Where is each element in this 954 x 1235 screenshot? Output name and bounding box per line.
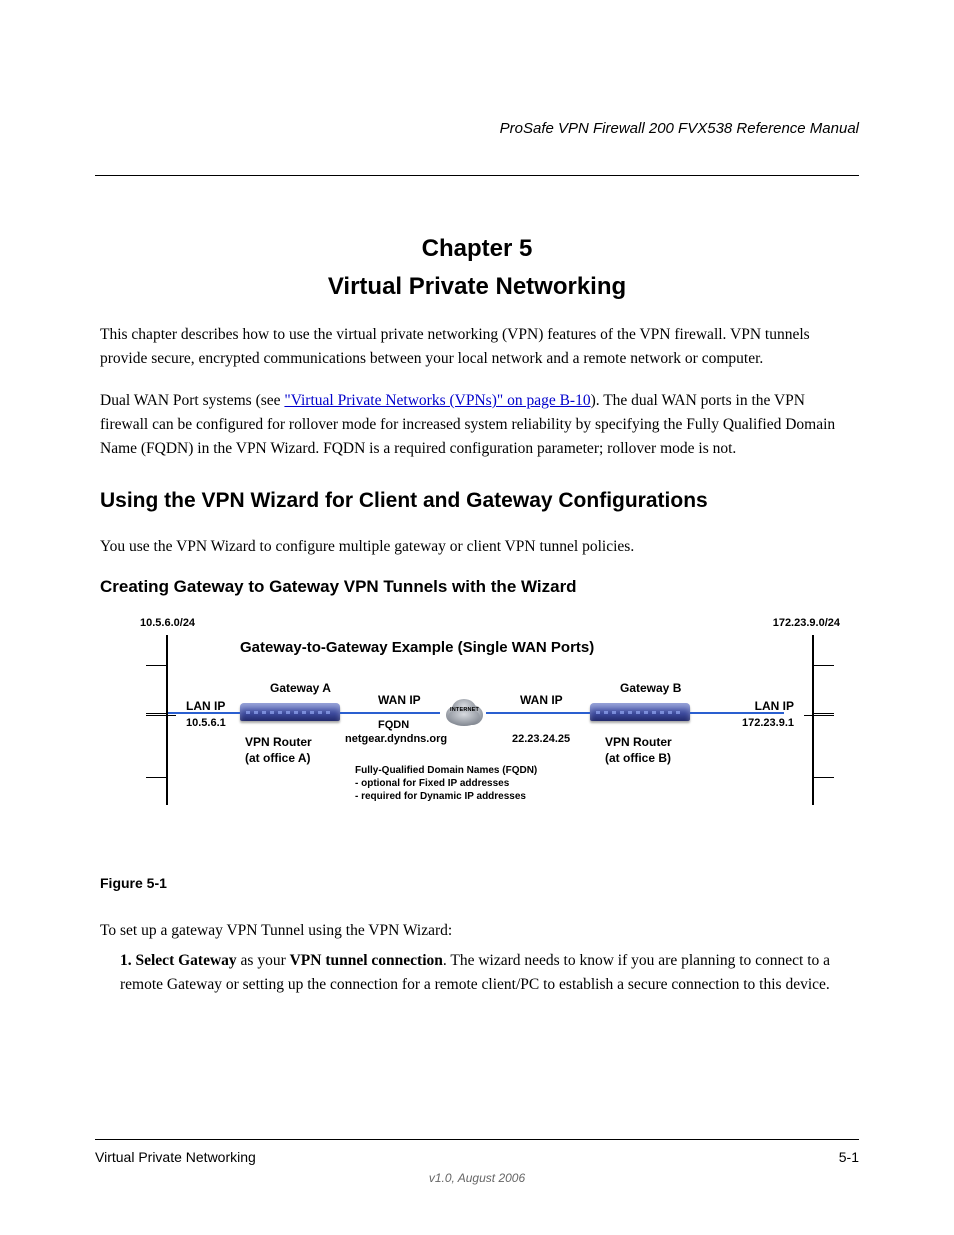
chapter-number: Chapter 5 [100, 235, 854, 263]
figure-caption: Figure 5-1 [100, 875, 854, 891]
router-b-caption-2: (at office B) [605, 751, 671, 765]
chapter-title: Virtual Private Networking [100, 273, 854, 301]
right-lan-ip-label: LAN IP [755, 699, 794, 713]
fqdn-note-3: - required for Dynamic IP addresses [355, 791, 526, 802]
step-1-a: 1. Select [120, 952, 178, 969]
router-a-caption-1: VPN Router [245, 735, 312, 749]
fqdn-note-1: Fully-Qualified Domain Names (FQDN) [355, 765, 537, 776]
gateway-b-label: Gateway B [620, 681, 681, 695]
left-stub-1 [146, 665, 166, 666]
link-cloud-to-b [486, 712, 590, 714]
internet-label-text: INTERNET [450, 707, 479, 713]
fqdn-note-2: - optional for Fixed IP addresses [355, 778, 509, 789]
page-header-title: ProSafe VPN Firewall 200 FVX538 Referenc… [500, 120, 859, 137]
footer-left: Virtual Private Networking [95, 1149, 256, 1165]
link-a-to-cloud [340, 712, 440, 714]
right-stub-3 [814, 777, 834, 778]
footer-right: 5-1 [839, 1149, 859, 1165]
right-stub-2 [814, 713, 834, 714]
left-stub-2 [146, 713, 166, 714]
left-lan-bar [166, 635, 168, 805]
step-1-d: VPN tunnel connection [290, 952, 443, 969]
right-stub-sep [804, 715, 834, 716]
vpn-diagram: 10.5.6.0/24 172.23.9.0/24 Gateway-to-Gat… [140, 617, 840, 857]
left-lan-ip-value: 10.5.6.1 [186, 717, 226, 729]
wizard-heading: Using the VPN Wizard for Client and Gate… [100, 489, 854, 513]
step-1-b: Gateway [178, 952, 237, 969]
router-a-caption-2: (at office A) [245, 751, 311, 765]
right-stub-1 [814, 665, 834, 666]
wizard-para: You use the VPN Wizard to configure mult… [100, 535, 854, 559]
final-intro: To set up a gateway VPN Tunnel using the… [100, 919, 854, 943]
right-lan-bar [812, 635, 814, 805]
left-lan-ip-label: LAN IP [186, 699, 225, 713]
step-1: 1. Select Gateway as your VPN tunnel con… [120, 949, 854, 997]
left-stub-3 [146, 777, 166, 778]
step-1-c: as your [237, 952, 290, 969]
header-rule [95, 175, 859, 176]
left-network-cidr: 10.5.6.0/24 [140, 617, 195, 629]
router-a-icon [240, 703, 340, 721]
link-lan-a-to-router [168, 712, 240, 714]
right-lan-ip-value: 172.23.9.1 [742, 717, 794, 729]
left-stub-sep [146, 715, 176, 716]
router-b-icon [590, 703, 690, 721]
router-b-caption-1: VPN Router [605, 735, 672, 749]
wan-ip-b-label: WAN IP [520, 693, 563, 707]
intro-paragraph-2: Dual WAN Port systems (see "Virtual Priv… [100, 389, 854, 461]
wan-ip-a-label: WAN IP [378, 693, 421, 707]
gateway-a-label: Gateway A [270, 681, 331, 695]
gateway-subheading: Creating Gateway to Gateway VPN Tunnels … [100, 577, 854, 597]
footer-sub: v1.0, August 2006 [429, 1171, 525, 1185]
footer-rule [95, 1139, 859, 1140]
intro2-lead: Dual WAN Port systems (see [100, 392, 284, 409]
b-wan-ip-value: 22.23.24.25 [512, 733, 570, 745]
fqdn-label: FQDN [378, 719, 409, 731]
fqdn-value: netgear.dyndns.org [345, 733, 447, 745]
right-network-cidr: 172.23.9.0/24 [773, 617, 840, 629]
link-router-b-to-lan [690, 712, 784, 714]
intro-paragraph-1: This chapter describes how to use the vi… [100, 323, 854, 371]
content-area: Chapter 5 Virtual Private Networking Thi… [100, 235, 854, 1003]
intro2-link[interactable]: "Virtual Private Networks (VPNs)" on pag… [284, 392, 590, 409]
diagram-title: Gateway-to-Gateway Example (Single WAN P… [240, 639, 594, 656]
